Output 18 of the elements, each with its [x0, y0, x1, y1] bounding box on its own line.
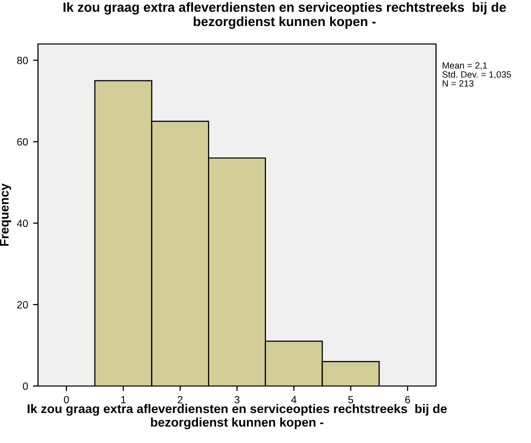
y-tick-label: 60 [17, 138, 28, 146]
x-tick-label: 5 [348, 396, 354, 404]
x-tick-label: 2 [178, 396, 183, 404]
x-tick-label: 1 [121, 396, 126, 404]
y-tick-label: 0 [22, 382, 28, 390]
x-tick-label: 3 [234, 396, 240, 404]
y-tick-label: 20 [17, 301, 28, 308]
text: N = 213 [442, 80, 474, 87]
x-axis-title: Ik zou graag extra afleverdiensten en serviceopties rechtstreeks bij de bezorgdienst kunnen kopen - [28, 404, 447, 430]
x-tick-label: 0 [64, 396, 69, 404]
y-axis-title: Frequency [0, 183, 12, 246]
y-tick-label: 40 [16, 220, 28, 228]
x-tick-label: 4 [291, 396, 296, 404]
x-tick-label: 6 [405, 396, 410, 404]
text: Std. Dev. = 1,035 [442, 71, 511, 79]
chart-title: Ik zou graag extra afleverdiensten en serviceopties rechtstreeks bij de bezorgdienst kunnen kopen - [64, 2, 506, 29]
y-tick-label: 80 [17, 56, 28, 64]
text: Mean = 2,1 [442, 62, 487, 70]
